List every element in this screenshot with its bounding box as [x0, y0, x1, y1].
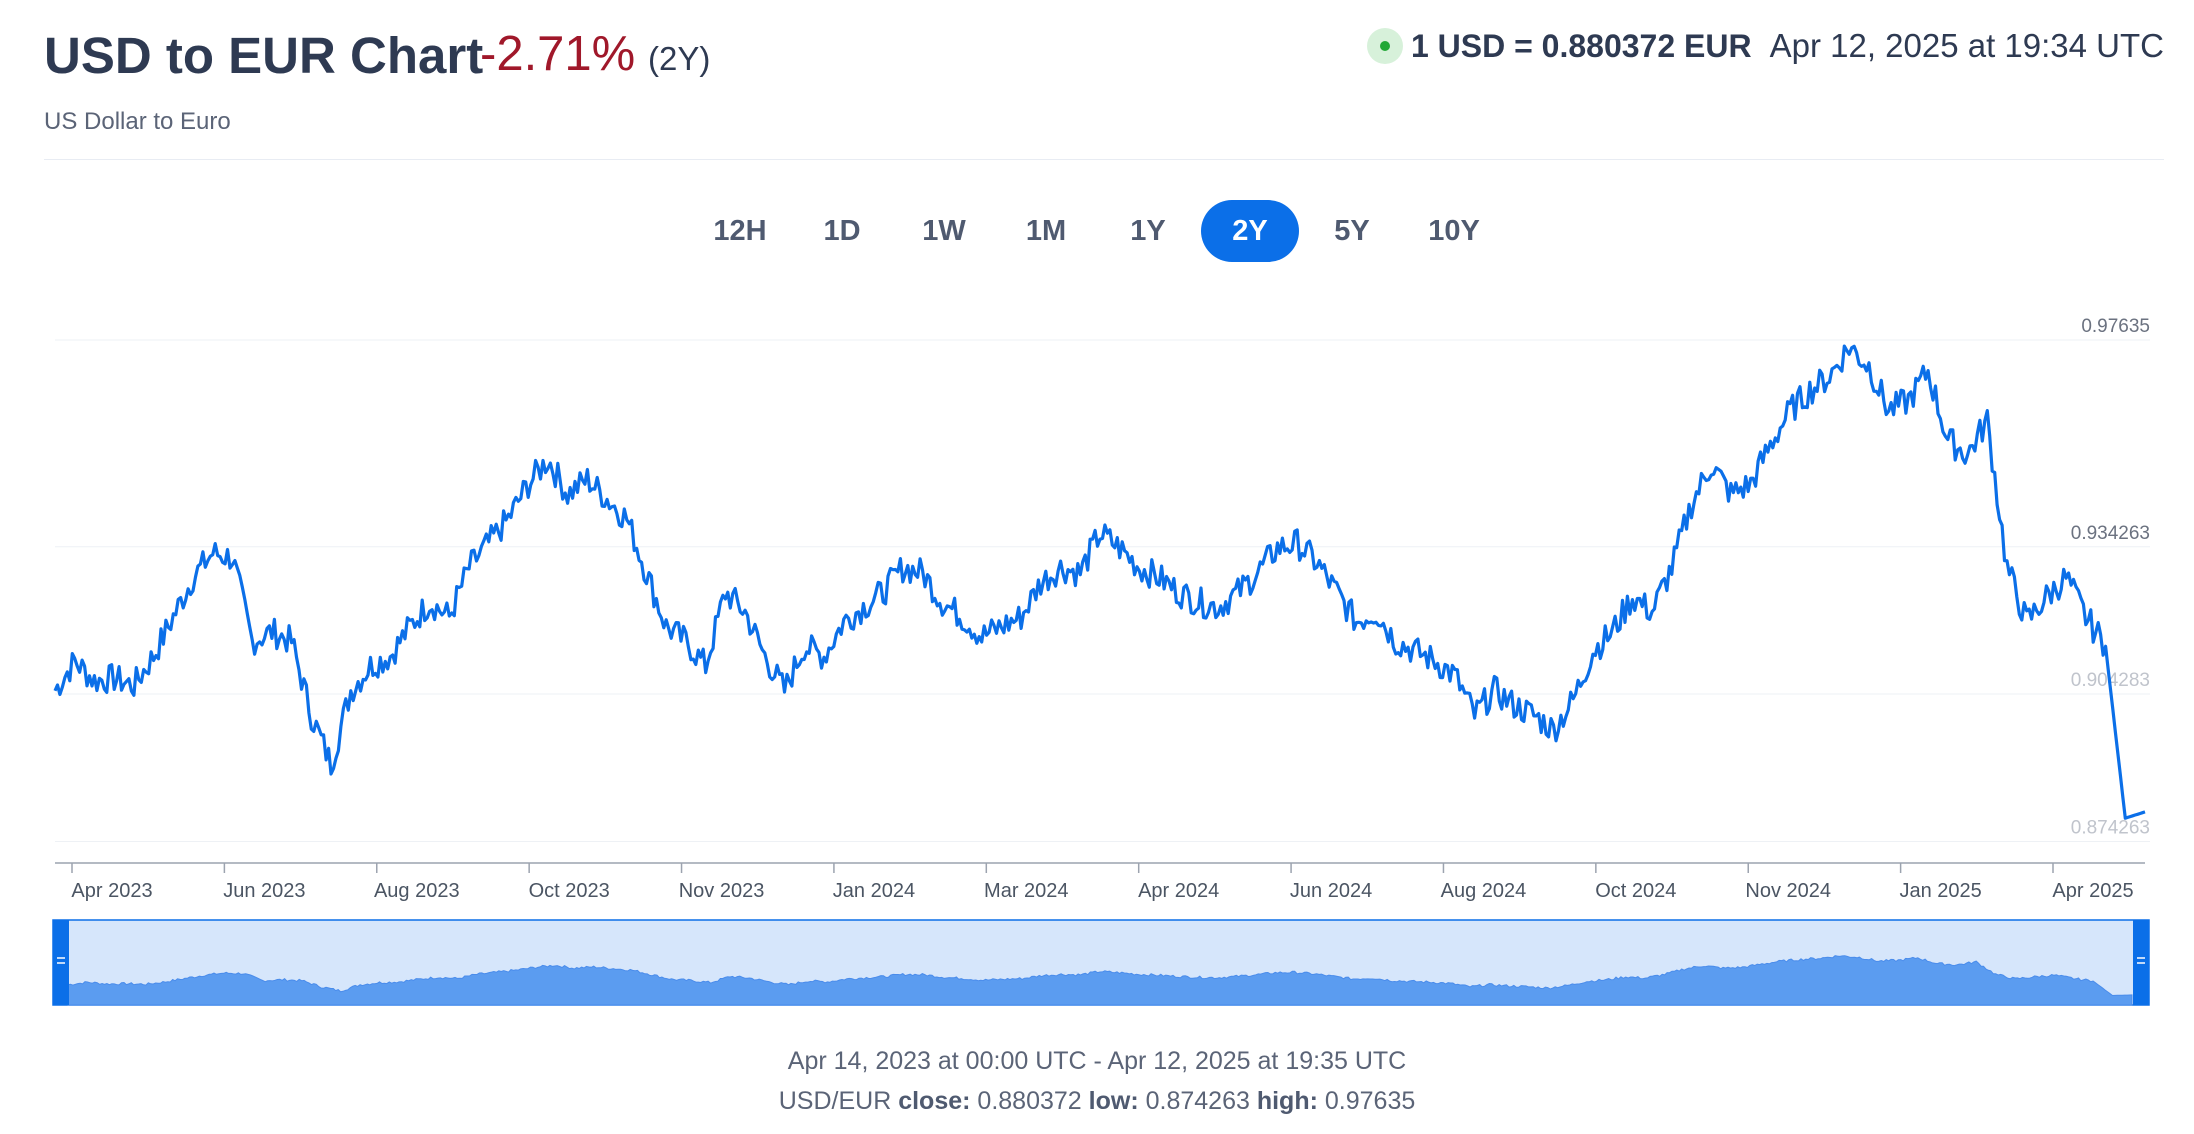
live-rate: 1 USD = 0.880372 EUR Apr 12, 2025 at 19:… [1366, 27, 2164, 65]
tab-5y[interactable]: 5Y [1334, 215, 1370, 247]
high-label: high: [1256, 1087, 1318, 1115]
rate-timestamp: Apr 12, 2025 at 19:34 UTC [1769, 27, 2164, 64]
pair-label: USD/EUR [778, 1087, 892, 1115]
high-value: 0.97635 [1324, 1087, 1416, 1115]
change-percent: -2.71% [480, 27, 636, 81]
tab-12h[interactable]: 12H [713, 215, 767, 247]
x-tick-label: Aug 2024 [1441, 880, 1527, 902]
page-title: USD to EUR Chart [44, 27, 484, 84]
low-value: 0.874263 [1145, 1087, 1250, 1115]
x-tick-label: Oct 2023 [529, 880, 610, 902]
rate-value: 1 USD = 0.880372 EUR [1410, 27, 1752, 64]
y-tick-label: 0.97635 [2081, 316, 2150, 337]
live-status-icon [1366, 28, 1403, 64]
tab-1d[interactable]: 1D [823, 215, 861, 247]
chart-header: USD to EUR Chart -2.71% (2Y) US Dollar t… [44, 22, 2164, 135]
y-tick-label: 0.874263 [2071, 818, 2150, 839]
tab-1m[interactable]: 1M [1025, 215, 1067, 247]
x-tick-label: Jun 2023 [223, 880, 305, 902]
x-tick-label: Apr 2024 [1138, 880, 1219, 902]
period-label: (2Y) [648, 40, 711, 77]
x-tick-label: Jan 2025 [1899, 880, 1981, 902]
tab-1w[interactable]: 1W [922, 215, 966, 247]
x-tick-label: Oct 2024 [1595, 880, 1676, 902]
x-tick-label: Aug 2023 [374, 880, 460, 902]
x-tick-label: Apr 2025 [2052, 880, 2133, 902]
x-tick-label: Apr 2023 [71, 880, 152, 902]
date-range: Apr 14, 2023 at 00:00 UTC - Apr 12, 2025… [787, 1047, 1407, 1075]
range-tabs: 12H 1D 1W 1M 1Y 2Y 5Y 10Y [0, 200, 2194, 262]
low-label: low: [1088, 1087, 1139, 1115]
x-tick-label: Jun 2024 [1290, 880, 1372, 902]
close-value: 0.880372 [977, 1087, 1082, 1115]
x-tick-label: Nov 2023 [679, 880, 765, 902]
x-tick-label: Jan 2024 [833, 880, 915, 902]
tab-10y[interactable]: 10Y [1428, 215, 1480, 247]
y-tick-label: 0.934263 [2071, 523, 2150, 544]
page-subtitle: US Dollar to Euro [44, 108, 231, 135]
x-tick-label: Mar 2024 [984, 880, 1069, 902]
close-label: close: [898, 1087, 971, 1115]
price-line [53, 344, 2146, 820]
tab-1y[interactable]: 1Y [1130, 215, 1166, 247]
tab-2y[interactable]: 2Y [1201, 200, 1299, 262]
x-tick-label: Nov 2024 [1745, 880, 1831, 902]
header-divider [44, 159, 2164, 160]
summary-stats: USD/EUR close: 0.880372 low: 0.874263 hi… [0, 1087, 2194, 1116]
navigator-area [67, 955, 2133, 1006]
